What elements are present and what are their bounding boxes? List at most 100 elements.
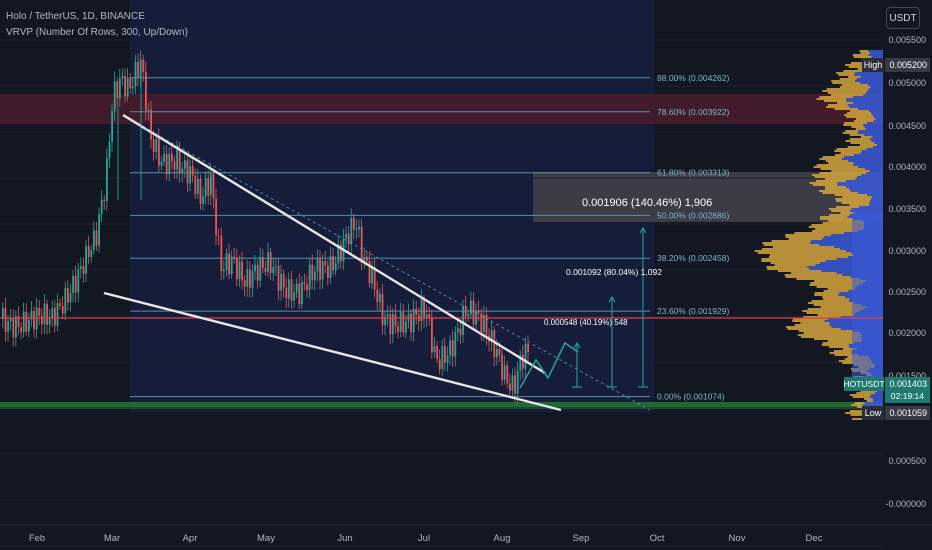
candle-body <box>243 280 246 287</box>
dashed-channel-line <box>139 124 651 411</box>
candle-body <box>288 279 290 299</box>
volume-bar-down <box>850 190 883 192</box>
volume-bar-down <box>819 244 883 246</box>
candle-body <box>308 264 311 290</box>
volume-bar-up <box>824 178 856 180</box>
volume-bar-down <box>848 160 883 162</box>
target-arrow-1-head <box>573 342 581 349</box>
candle-body <box>12 317 15 338</box>
volume-bar-up <box>828 208 852 210</box>
candle-body <box>459 328 462 335</box>
current-tag-bg <box>844 377 884 391</box>
volume-bar-down <box>846 186 883 188</box>
candle-body <box>142 59 145 72</box>
volume-bar-up <box>784 274 843 276</box>
candle-body <box>90 250 93 258</box>
y-axis-label: 0.005000 <box>888 78 926 88</box>
candle-body <box>38 307 41 316</box>
volume-bar-up <box>787 328 841 330</box>
volume-bar-up <box>850 110 870 112</box>
candle-body <box>4 308 7 332</box>
volume-bar-down <box>846 100 883 102</box>
volume-bar-up <box>831 210 851 212</box>
y-axis-label: 0.005500 <box>888 35 926 45</box>
candle-body <box>402 312 405 333</box>
candle-body <box>519 354 522 371</box>
volume-bar-up <box>823 290 849 292</box>
volume-bar-down <box>842 158 883 160</box>
volume-bar-up <box>772 246 835 248</box>
currency-button[interactable]: USDT <box>886 7 920 29</box>
candle-body <box>384 316 386 326</box>
fib-label: 23.60% (0.001929) <box>657 306 729 316</box>
volume-bar-down <box>844 156 883 158</box>
volume-bar-down <box>871 196 883 198</box>
volume-bar-down <box>849 106 883 108</box>
candle-body <box>269 252 272 274</box>
x-axis-label: Nov <box>729 533 746 544</box>
candle-body <box>158 138 160 166</box>
low-tag-label: Low <box>865 408 882 418</box>
volume-bar-up <box>811 300 850 302</box>
candle-body <box>337 244 340 264</box>
volume-bar-up <box>757 252 852 254</box>
fib-label: 78.60% (0.003922) <box>657 107 729 117</box>
volume-bar-up <box>854 402 865 404</box>
candle-body <box>7 321 9 332</box>
candle-body <box>423 299 425 319</box>
candle-body <box>311 264 314 281</box>
candle-body <box>168 153 171 175</box>
indicator-label[interactable]: VRVP (Number Of Rows, 300, Up/Down) <box>6 27 188 38</box>
volume-bar-up <box>853 120 874 122</box>
volume-bar-up <box>769 256 849 258</box>
volume-bar-down <box>851 208 883 210</box>
candle-body <box>17 316 20 328</box>
candle-body <box>238 261 241 280</box>
volume-bar-up <box>819 158 843 160</box>
volume-bar-up <box>809 182 838 184</box>
volume-bar-up <box>813 304 862 306</box>
volume-bar-down <box>807 266 883 268</box>
volume-bar-up <box>816 164 854 166</box>
candle-body <box>61 305 64 314</box>
candle-body <box>64 288 67 314</box>
volume-bar-up <box>842 348 857 350</box>
candle-body <box>457 328 459 332</box>
candle-body <box>228 253 230 275</box>
candle-body <box>381 293 384 326</box>
volume-bar-up <box>845 412 870 414</box>
volume-bar-up <box>754 250 847 252</box>
candle-body <box>147 109 150 111</box>
volume-bar-up <box>814 280 866 282</box>
candle-body <box>490 330 493 342</box>
volume-bar-up <box>842 196 872 198</box>
volume-bar-down <box>860 152 883 154</box>
volume-bar-down <box>855 178 883 180</box>
volume-bar-down <box>872 136 883 138</box>
volume-bar-down <box>857 176 883 178</box>
volume-bar-up <box>769 254 854 256</box>
target-label-1: 0.000548 (40.19%) 548 <box>544 318 628 327</box>
candle-body <box>368 260 371 284</box>
candle-body <box>376 289 379 303</box>
volume-bar-up <box>762 242 811 244</box>
volume-bar-up <box>761 248 840 250</box>
x-axis-label: Aug <box>494 533 511 544</box>
volume-bar-down <box>853 96 883 98</box>
volume-bar-up <box>855 128 866 130</box>
volume-bar-down <box>874 142 883 144</box>
volume-bar-up <box>844 122 868 124</box>
candle-body <box>225 253 228 270</box>
volume-bar-up <box>814 294 839 296</box>
candle-body <box>295 283 298 293</box>
volume-bar-up <box>843 124 864 126</box>
candle-body <box>389 314 392 335</box>
candle-body <box>87 245 90 258</box>
volume-bar-up <box>829 214 850 216</box>
candle-body <box>150 109 152 140</box>
volume-bar-down <box>867 90 883 92</box>
volume-bar-up <box>834 154 855 156</box>
volume-bar-up <box>808 302 855 304</box>
volume-bar-up <box>839 78 857 80</box>
